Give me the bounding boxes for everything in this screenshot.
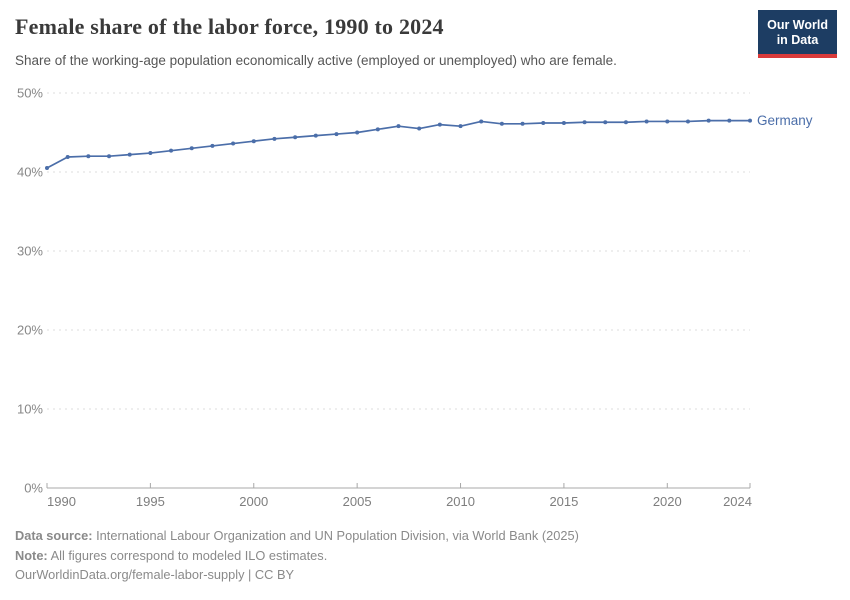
page-subtitle: Share of the working-age population econ…	[15, 53, 617, 68]
data-point	[706, 118, 711, 123]
y-axis-tick-label: 50%	[17, 86, 43, 101]
data-point	[272, 136, 277, 141]
x-axis-tick-label: 2020	[653, 494, 682, 509]
data-point	[665, 119, 670, 124]
data-point	[582, 120, 587, 125]
data-source-line: Data source: International Labour Organi…	[15, 526, 795, 546]
data-point	[417, 126, 422, 131]
y-axis-tick-label: 0%	[24, 481, 43, 496]
data-point	[479, 119, 484, 124]
data-point	[189, 146, 194, 151]
data-point	[520, 121, 525, 126]
x-axis-tick-label: 1995	[136, 494, 165, 509]
data-point	[334, 132, 339, 137]
x-axis-tick-label: 2000	[239, 494, 268, 509]
data-point	[313, 133, 318, 138]
data-point	[603, 120, 608, 125]
line-chart: 0% 10% 20% 30% 40% 50% 1990 1995 2000 2005 2010 201…	[17, 86, 813, 510]
data-point	[644, 119, 649, 124]
data-point	[86, 154, 91, 159]
data-point	[727, 118, 732, 123]
data-point	[437, 122, 442, 127]
note-text: All figures correspond to modeled ILO es…	[50, 547, 328, 563]
data-point	[396, 124, 401, 129]
data-point	[375, 127, 380, 132]
data-point	[148, 151, 153, 156]
data-point	[169, 148, 174, 153]
x-axis-tick-label: 2010	[446, 494, 475, 509]
data-point	[65, 154, 70, 159]
y-axis-tick-label: 30%	[17, 244, 43, 259]
note-label: Note:	[15, 547, 48, 563]
page-title: Female share of the labor force, 1990 to…	[15, 14, 444, 39]
data-source-text: International Labour Organization and UN…	[96, 528, 579, 543]
note-line: Note: All figures correspond to modeled …	[15, 546, 795, 566]
footer-link[interactable]: OurWorldinData.org/female-labor-supply |…	[15, 567, 295, 583]
owid-logo[interactable]: Our World in Data	[758, 10, 837, 58]
data-point	[231, 141, 236, 146]
data-point	[251, 139, 256, 144]
data-point	[210, 143, 215, 148]
data-point	[45, 166, 49, 171]
x-axis-tick-label: 1990	[47, 494, 76, 509]
y-axis-tick-label: 20%	[17, 323, 43, 338]
data-point	[127, 152, 132, 157]
data-point	[458, 124, 463, 129]
y-axis-tick-label: 40%	[17, 165, 43, 180]
data-source-label: Data source:	[15, 528, 93, 543]
data-point	[685, 119, 690, 124]
data-point	[561, 121, 566, 126]
footer: Data source: International Labour Organi…	[15, 526, 795, 585]
data-point	[541, 121, 546, 126]
x-axis-tick-label: 2005	[343, 494, 372, 509]
series-end-label[interactable]: Germany	[757, 113, 813, 128]
data-point	[623, 120, 628, 125]
data-point	[293, 135, 298, 140]
y-axis-tick-label: 10%	[17, 402, 43, 417]
data-point	[355, 130, 360, 135]
data-point	[499, 121, 504, 126]
owid-logo-line2: in Data	[776, 33, 819, 47]
license-line: OurWorldinData.org/female-labor-supply |…	[15, 565, 795, 585]
x-axis-tick-label: 2024	[723, 494, 752, 509]
data-point	[107, 154, 112, 159]
owid-logo-line1: Our World	[767, 18, 828, 32]
data-point	[748, 118, 752, 123]
x-axis-tick-label: 2015	[549, 494, 578, 509]
